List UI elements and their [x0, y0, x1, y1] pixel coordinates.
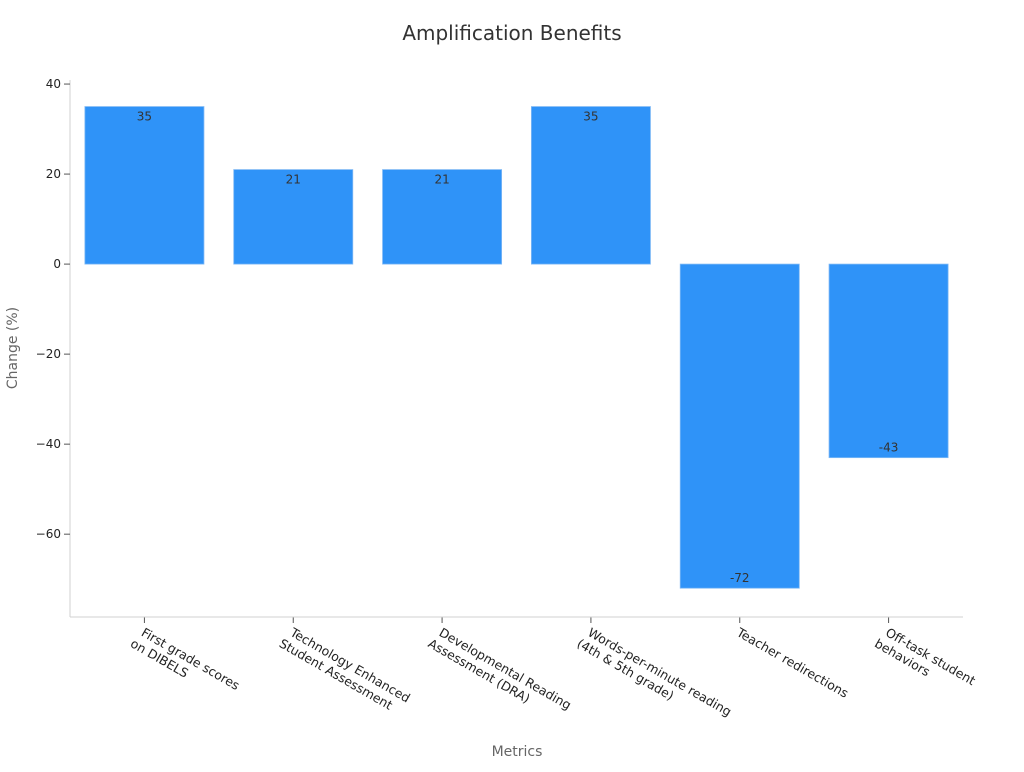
bar — [679, 263, 800, 589]
y-tick-label: 20 — [46, 167, 61, 181]
y-tick-label: −40 — [36, 437, 61, 451]
data-label: 35 — [583, 110, 598, 124]
y-tick-label: 0 — [53, 257, 61, 271]
bar — [233, 169, 354, 265]
x-axis-label: Metrics — [492, 744, 543, 760]
data-label: -72 — [730, 571, 750, 585]
bar — [530, 106, 651, 265]
chart-title: Amplification Benefits — [402, 21, 621, 45]
bar — [382, 169, 503, 265]
x-tick-label-line: Developmental Reading — [437, 625, 574, 713]
y-tick-label: −20 — [36, 347, 61, 361]
bar — [828, 263, 949, 459]
data-label: -43 — [879, 441, 899, 455]
data-label: 21 — [434, 173, 449, 187]
x-tick-label: Words-per-minute reading(4th & 5th grade… — [574, 625, 734, 720]
x-tick-label-line: Words-per-minute reading — [585, 625, 734, 720]
y-tick-label: −60 — [36, 527, 61, 541]
bar — [84, 106, 205, 265]
x-tick-label-line: Teacher redirections — [733, 624, 851, 701]
data-label: 35 — [137, 110, 152, 124]
y-axis-label: Change (%) — [5, 307, 21, 389]
y-tick-label: 40 — [46, 77, 61, 91]
x-tick-label: Teacher redirections — [733, 624, 851, 701]
data-label: 21 — [286, 173, 301, 187]
